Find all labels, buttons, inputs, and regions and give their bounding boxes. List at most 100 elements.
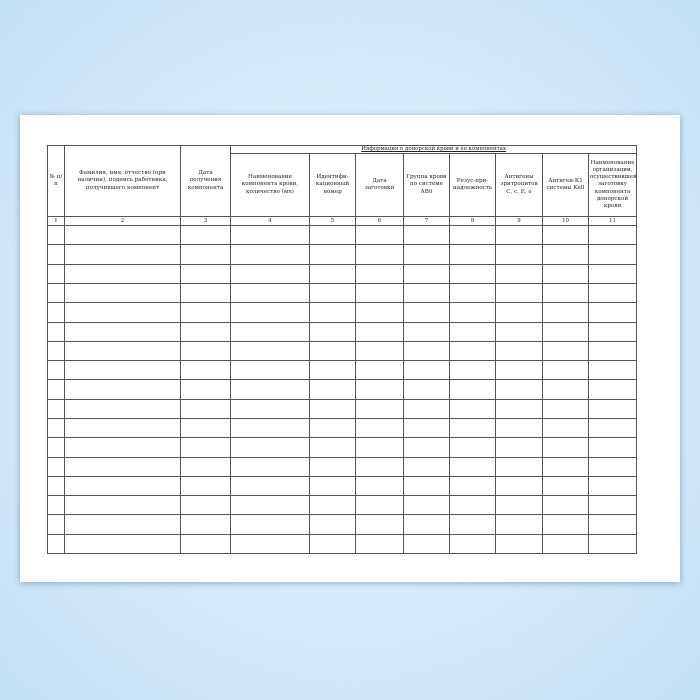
table-cell xyxy=(230,340,310,362)
table-cell xyxy=(47,379,65,400)
table-cell xyxy=(309,379,356,400)
table-cell xyxy=(230,244,310,265)
table-cell xyxy=(64,225,181,246)
table-cell xyxy=(47,533,65,555)
table-cell xyxy=(587,398,638,419)
table-cell xyxy=(495,340,543,362)
table-cell xyxy=(542,379,589,400)
table-cell xyxy=(449,456,496,477)
table-cell xyxy=(309,302,356,323)
column-number: 11 xyxy=(587,216,638,227)
table-cell xyxy=(495,398,543,419)
table-cell xyxy=(309,398,356,419)
table-cell xyxy=(587,225,638,246)
table-row xyxy=(47,456,638,477)
table-row xyxy=(47,225,638,246)
table-cell xyxy=(355,437,404,458)
table-cell xyxy=(355,514,404,535)
table-cell xyxy=(64,282,181,304)
table-cell xyxy=(355,360,404,381)
table-cell xyxy=(47,360,65,381)
table-cell xyxy=(587,533,638,555)
table-cell xyxy=(64,340,181,362)
table-cell xyxy=(495,282,543,304)
table-cell xyxy=(449,282,496,304)
table-cell xyxy=(180,495,231,516)
table-cell xyxy=(495,417,543,439)
table-cell xyxy=(64,360,181,381)
document-page: № п/п Фамилия, имя, отчество (при наличии… xyxy=(20,115,680,582)
table-cell xyxy=(495,495,543,516)
column-header: Идентифи-кационный номер xyxy=(309,153,356,218)
table-cell xyxy=(587,417,638,439)
column-number: 3 xyxy=(180,216,231,227)
table-cell xyxy=(542,263,589,284)
table-cell xyxy=(355,225,404,246)
table-cell xyxy=(449,244,496,265)
table-cell xyxy=(180,437,231,458)
table-row xyxy=(47,533,638,555)
table-cell xyxy=(355,244,404,265)
table-cell xyxy=(230,321,310,342)
table-cell xyxy=(230,495,310,516)
table-cell xyxy=(403,437,450,458)
table-cell xyxy=(180,379,231,400)
table-cell xyxy=(230,360,310,381)
table-cell xyxy=(355,321,404,342)
column-number: 9 xyxy=(495,216,543,227)
table-cell xyxy=(587,321,638,342)
table-cell xyxy=(495,533,543,555)
table-cell xyxy=(180,340,231,362)
table-cell xyxy=(64,456,181,477)
table-cell xyxy=(587,437,638,458)
table-cell xyxy=(309,437,356,458)
table-cell xyxy=(542,495,589,516)
table-cell xyxy=(230,379,310,400)
table-cell xyxy=(64,379,181,400)
table-cell xyxy=(309,225,356,246)
table-cell xyxy=(47,244,65,265)
table-cell xyxy=(64,475,181,497)
column-number: 1 xyxy=(47,216,65,227)
table-cell xyxy=(64,321,181,342)
table-cell xyxy=(403,533,450,555)
table-cell xyxy=(403,244,450,265)
table-cell xyxy=(180,533,231,555)
table-cell xyxy=(64,533,181,555)
table-cell xyxy=(542,302,589,323)
table-cell xyxy=(403,340,450,362)
table-row xyxy=(47,417,638,439)
table-cell xyxy=(64,263,181,284)
table-cell xyxy=(309,495,356,516)
table-cell xyxy=(47,475,65,497)
table-cell xyxy=(495,321,543,342)
table-cell xyxy=(230,475,310,497)
column-number: 4 xyxy=(230,216,310,227)
table-cell xyxy=(355,533,404,555)
table-cell xyxy=(449,495,496,516)
table-cell xyxy=(449,225,496,246)
table-cell xyxy=(309,533,356,555)
table-cell xyxy=(542,340,589,362)
table-cell xyxy=(495,360,543,381)
table-cell xyxy=(64,495,181,516)
table-cell xyxy=(495,456,543,477)
column-number: 7 xyxy=(403,216,450,227)
table-cell xyxy=(542,282,589,304)
table-cell xyxy=(309,244,356,265)
table-cell xyxy=(64,302,181,323)
table-cell xyxy=(542,533,589,555)
table-cell xyxy=(180,456,231,477)
table-cell xyxy=(587,263,638,284)
table-cell xyxy=(587,475,638,497)
column-header: Наименование компонента крови, количеств… xyxy=(230,153,310,218)
table-cell xyxy=(587,360,638,381)
table-cell xyxy=(495,225,543,246)
table-cell xyxy=(495,244,543,265)
table-cell xyxy=(309,417,356,439)
table-cell xyxy=(542,475,589,497)
table-row xyxy=(47,398,638,419)
table-cell xyxy=(180,321,231,342)
table-row xyxy=(47,302,638,323)
table-cell xyxy=(230,398,310,419)
